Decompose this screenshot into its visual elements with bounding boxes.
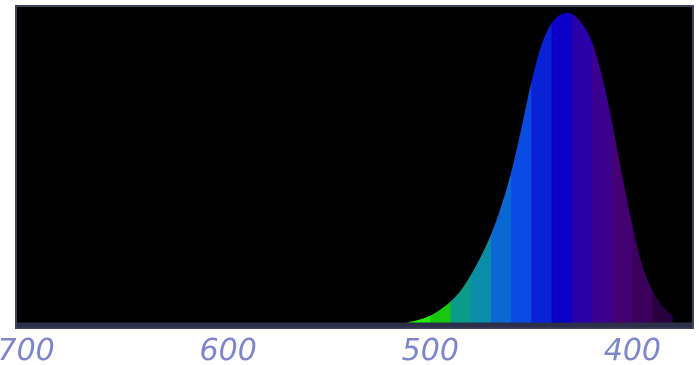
x-axis-ticks: 700 600 500 400 — [0, 333, 661, 365]
spectrum-band-8 — [531, 12, 553, 325]
x-tick-label-500: 500 — [402, 333, 459, 365]
plot-frame — [15, 5, 694, 329]
x-tick-label-600: 600 — [200, 333, 257, 365]
spectrum-band-10 — [571, 12, 593, 325]
spectrum-band-9 — [551, 12, 573, 325]
x-tick-label-700: 700 — [0, 333, 55, 365]
x-tick-label-400: 400 — [604, 333, 661, 365]
